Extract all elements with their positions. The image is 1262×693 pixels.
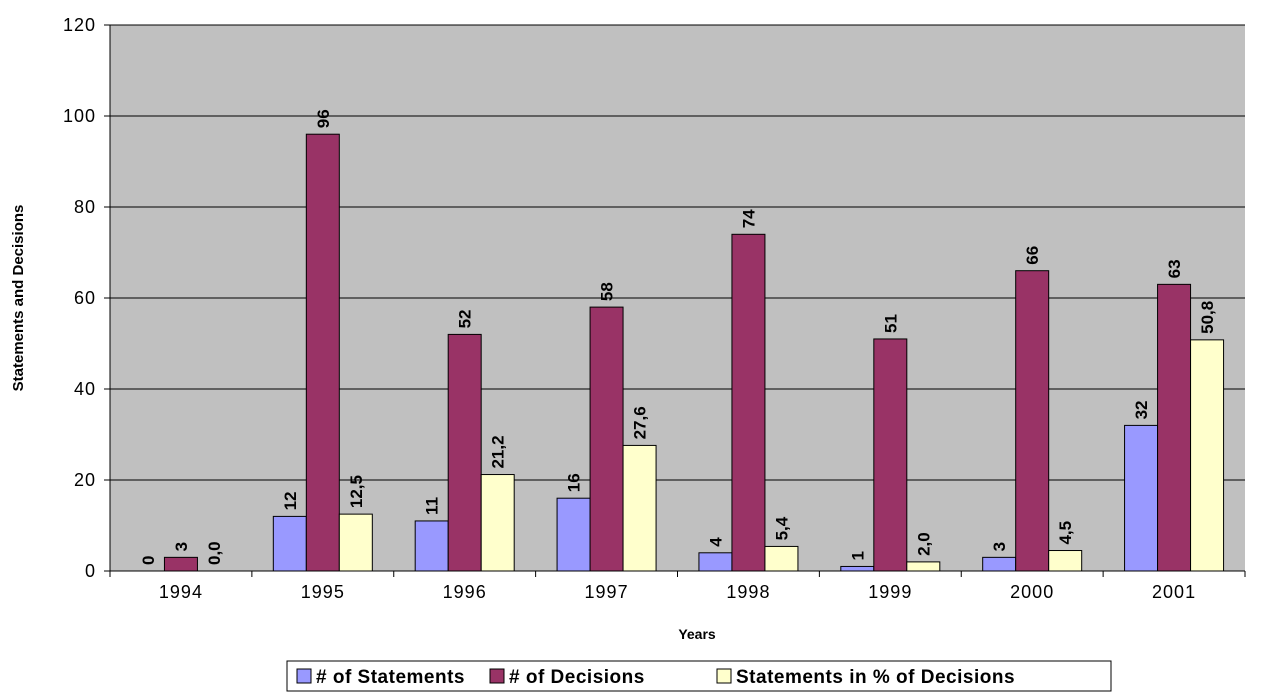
x-tick-label: 1994 — [159, 582, 203, 602]
gridlines — [110, 24, 1245, 481]
y-tick-label: 0 — [85, 561, 96, 581]
data-label: 50,8 — [1198, 301, 1217, 334]
bar — [1190, 339, 1225, 572]
data-label: 16 — [565, 473, 584, 492]
data-label: 63 — [1165, 259, 1184, 278]
data-label: 12,5 — [347, 475, 366, 508]
data-label: 96 — [314, 109, 333, 128]
data-label: 4 — [706, 537, 725, 547]
data-label: 74 — [739, 209, 758, 228]
legend-swatch — [716, 668, 732, 684]
bar — [764, 545, 799, 572]
data-label: 52 — [456, 309, 475, 328]
bar — [1015, 270, 1050, 572]
bar — [305, 133, 340, 572]
x-tick-label: 1995 — [301, 582, 345, 602]
legend-swatch — [296, 668, 312, 684]
bar — [1124, 424, 1159, 572]
y-tick-label: 20 — [74, 470, 96, 490]
legend-swatch — [489, 668, 505, 684]
y-tick-label: 80 — [74, 197, 96, 217]
data-label: 1 — [848, 551, 867, 560]
legend-label: # of Decisions — [509, 667, 645, 688]
legend: # of Statements # of Decisions Statements … — [286, 660, 1112, 692]
y-axis-title: Statements and Decisions — [10, 205, 27, 392]
bar — [731, 233, 766, 572]
x-tick-label: 1996 — [443, 582, 487, 602]
data-label: 5,4 — [772, 516, 791, 540]
bar — [272, 515, 307, 572]
y-tick-labels: 0 20 40 60 80 100 120 — [63, 15, 96, 581]
data-label: 0 — [139, 556, 158, 565]
legend-label: # of Statements — [316, 667, 465, 688]
y-tick-label: 100 — [63, 106, 96, 126]
bar — [1048, 550, 1083, 572]
x-tick-label: 1999 — [868, 582, 912, 602]
bar — [480, 474, 515, 572]
data-label: 2,0 — [914, 532, 933, 556]
data-label: 32 — [1132, 400, 1151, 419]
x-tick-label: 2000 — [1010, 582, 1054, 602]
data-label: 0,0 — [205, 541, 224, 565]
data-label: 3 — [172, 542, 191, 551]
data-label: 3 — [990, 542, 1009, 551]
legend-box — [286, 660, 1112, 692]
data-label: 66 — [1023, 246, 1042, 265]
legend-label: Statements in % of Decisions — [736, 667, 1015, 688]
data-label: 21,2 — [489, 435, 508, 468]
y-tick-label: 40 — [74, 379, 96, 399]
data-label: 4,5 — [1056, 521, 1075, 545]
x-tick-label: 1997 — [585, 582, 629, 602]
bar — [1157, 283, 1192, 572]
x-axis-title: Years — [678, 626, 716, 642]
bar — [338, 513, 373, 572]
data-labels: 0 3 0,0 12 96 12,5 11 52 21,2 16 58 27,6 4 74 5,4 1 51 2,… — [139, 109, 1217, 565]
data-label: 58 — [598, 282, 617, 301]
data-label: 51 — [881, 314, 900, 333]
bar — [698, 552, 733, 572]
bar-series — [163, 133, 1225, 572]
x-tick-labels: 1994 1995 1996 1997 1998 1999 2000 2001 — [159, 582, 1196, 602]
bar — [447, 333, 482, 572]
x-tick-label: 2001 — [1152, 582, 1196, 602]
bar — [163, 556, 198, 572]
y-tick-label: 60 — [74, 288, 96, 308]
data-label: 11 — [423, 497, 442, 515]
bar — [589, 306, 624, 572]
bar — [622, 444, 657, 572]
bar — [556, 497, 591, 572]
axes — [104, 24, 1246, 577]
data-label: 27,6 — [631, 406, 650, 439]
y-tick-label: 120 — [63, 15, 96, 35]
bar — [873, 338, 908, 572]
bar — [840, 565, 875, 572]
data-label: 12 — [281, 491, 300, 510]
x-tick-label: 1998 — [726, 582, 770, 602]
bar — [414, 520, 449, 572]
bar — [906, 561, 941, 572]
bar — [982, 556, 1017, 572]
